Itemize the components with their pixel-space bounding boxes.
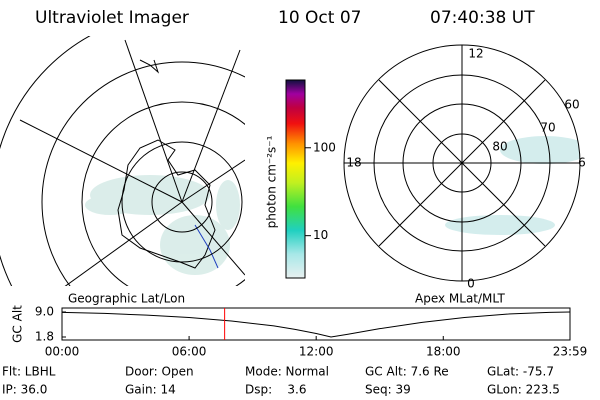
time: 07:40:38 UT <box>430 8 535 28</box>
y-tick-label: 1.8 <box>35 330 54 344</box>
alt-line <box>61 311 571 338</box>
polar-plot: 12 18 6 0 60 70 80 <box>343 44 586 291</box>
info-field: GLat: -75.7 <box>487 365 554 379</box>
y-tick-label: 9.0 <box>35 305 54 319</box>
info-field: GLon: 223.5 <box>487 383 560 397</box>
colorbar-tick-label: 100 <box>313 140 336 154</box>
info-field: Dsp: 3.6 <box>245 383 307 397</box>
mlt-label: 18 <box>346 156 361 170</box>
panel-label: Geographic Lat/Lon <box>68 292 185 306</box>
x-tick-label: 18:00 <box>426 345 461 359</box>
colorbar-label: photon cm⁻²s⁻¹ <box>265 135 279 228</box>
info-field: Seq: 39 <box>365 383 411 397</box>
x-tick-label: 23:59 <box>553 345 588 359</box>
mlt-label: 0 <box>467 277 475 291</box>
mlt-label: 6 <box>578 156 586 170</box>
info-field: IP: 36.0 <box>2 383 47 397</box>
alt-plot-frame <box>61 307 571 341</box>
info-field: Gain: 14 <box>125 383 176 397</box>
info-field: GC Alt: 7.6 Re <box>365 365 449 379</box>
y-axis-label: GC Alt <box>11 305 25 343</box>
lat-label: 80 <box>492 140 507 154</box>
info-field: Mode: Normal <box>245 365 329 379</box>
panel-label: Apex MLat/MLT <box>415 292 505 306</box>
x-tick-label: 12:00 <box>299 345 334 359</box>
geo-map <box>0 36 245 286</box>
colorbar <box>285 79 306 279</box>
lat-label: 60 <box>564 98 579 112</box>
mlt-label: 12 <box>468 47 483 61</box>
lat-label: 70 <box>540 121 555 135</box>
colorbar-tick-label: 10 <box>313 228 328 242</box>
title: Ultraviolet Imager <box>35 8 189 28</box>
info-field: Flt: LBHL <box>2 365 56 379</box>
x-tick-label: 06:00 <box>172 345 207 359</box>
x-tick-label: 00:00 <box>45 345 80 359</box>
info-field: Door: Open <box>125 365 194 379</box>
date: 10 Oct 07 <box>278 8 361 28</box>
